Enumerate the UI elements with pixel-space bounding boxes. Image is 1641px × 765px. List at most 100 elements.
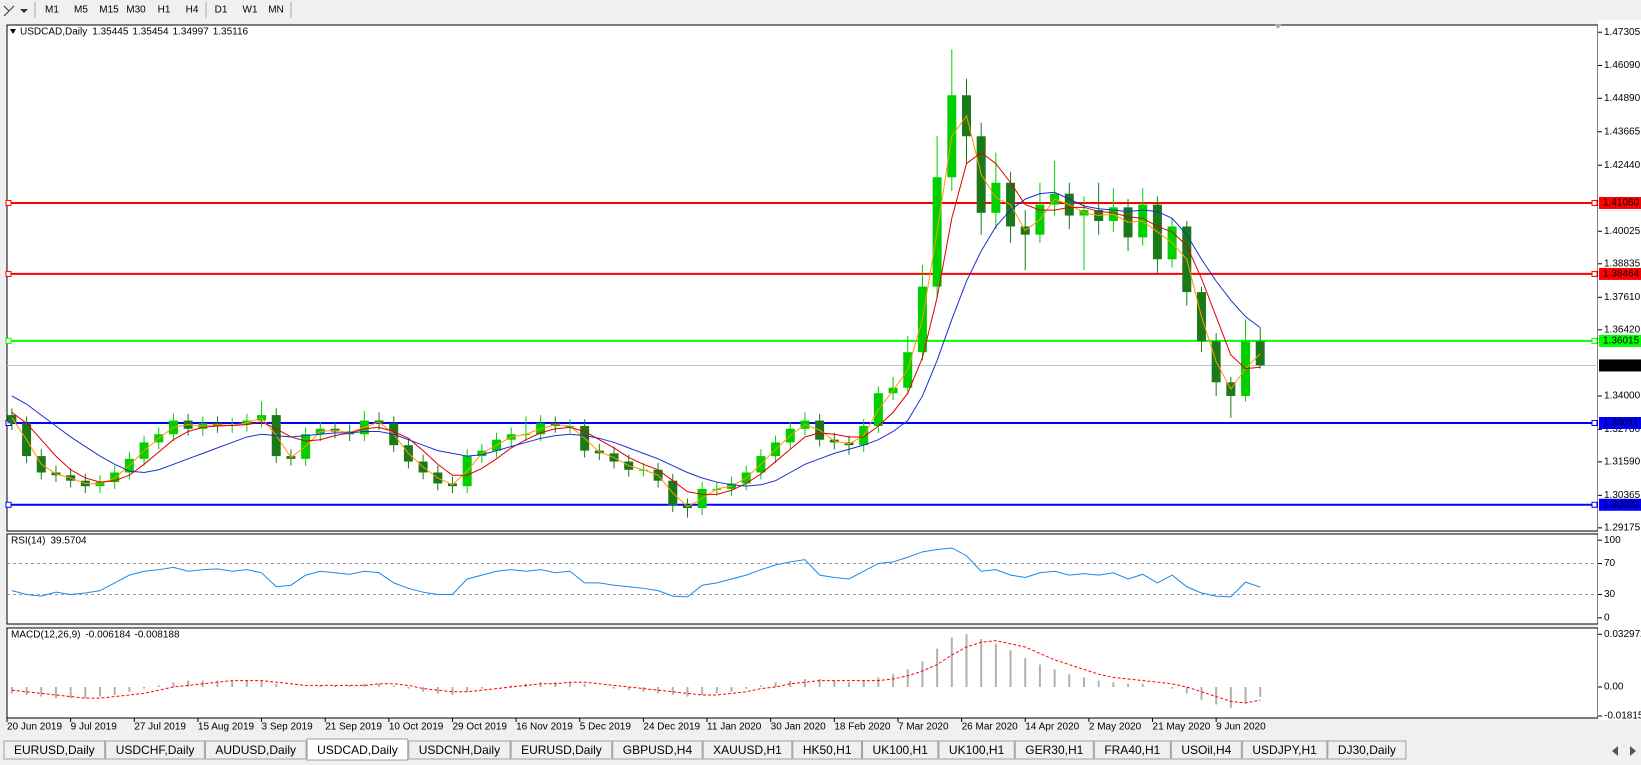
level-handle[interactable] <box>1591 501 1598 508</box>
timeframe-button[interactable]: M1 <box>45 5 59 16</box>
chart-tab[interactable]: EURUSD,Daily <box>510 740 613 760</box>
tab-scroll-left[interactable] <box>1612 746 1618 756</box>
tab-label[interactable]: USDJPY,H1 <box>1252 743 1317 757</box>
timeframe-button[interactable]: M30 <box>126 5 146 16</box>
timeframe-button[interactable]: M5 <box>74 5 88 16</box>
level-handle[interactable] <box>1591 199 1598 206</box>
main-panel <box>6 24 1599 532</box>
chart-tab[interactable]: DJ30,Daily <box>1327 740 1407 760</box>
x-tick-label: 9 Jul 2019 <box>71 722 118 733</box>
tab-bg[interactable] <box>702 740 793 760</box>
chart-tab[interactable]: USDCNH,Daily <box>408 740 511 760</box>
header-value: -0.006184 <box>85 630 130 641</box>
tab-label[interactable]: FRA40,H1 <box>1104 743 1160 757</box>
timeframe-button[interactable]: H4 <box>186 5 199 16</box>
y-tick-label: 1.46090 <box>1604 60 1641 71</box>
level-handle[interactable] <box>5 199 12 206</box>
chart-shift-marker[interactable] <box>1274 24 1282 29</box>
tab-bg[interactable] <box>408 740 511 760</box>
level-price-label: 1.38464 <box>1603 269 1640 280</box>
y-tick-label: 1.38835 <box>1604 258 1641 269</box>
tab-bg[interactable] <box>862 740 939 760</box>
tab-label[interactable]: EURUSD,Daily <box>521 743 602 757</box>
chart-tab[interactable]: UK100,H1 <box>938 740 1015 760</box>
tool-dropdown[interactable] <box>20 9 28 13</box>
tab-bg[interactable] <box>792 740 863 760</box>
chart-tab[interactable]: USDJPY,H1 <box>1241 740 1328 760</box>
tab-scroll-right[interactable] <box>1630 746 1636 756</box>
chart-tab[interactable]: XAUUSD,H1 <box>702 740 793 760</box>
y-tick-label: 1.36420 <box>1604 324 1641 335</box>
level-handle[interactable] <box>1591 337 1598 344</box>
level-handle[interactable] <box>5 501 12 508</box>
toolbar-bg <box>0 0 1641 20</box>
tab-bg[interactable] <box>1170 740 1242 760</box>
level-price-box <box>1599 334 1641 347</box>
tab-bg[interactable] <box>3 740 106 760</box>
chart-tab[interactable]: UK100,H1 <box>862 740 939 760</box>
tab-label[interactable]: EURUSD,Daily <box>14 743 95 757</box>
timeframe-button[interactable]: D1 <box>215 5 228 16</box>
chart-tab[interactable]: HK50,H1 <box>792 740 863 760</box>
tab-bg[interactable] <box>306 738 409 761</box>
y-tick-label: 70 <box>1604 558 1616 569</box>
y-tick-label: 0.00 <box>1604 682 1624 693</box>
tab-bg[interactable] <box>1327 740 1407 760</box>
timeframe-button[interactable]: M15 <box>99 5 119 16</box>
y-tick-label: 1.40025 <box>1604 226 1641 237</box>
tab-bg[interactable] <box>1014 740 1094 760</box>
rsi-panel <box>6 533 1599 625</box>
chart-tab[interactable]: AUDUSD,Daily <box>204 740 307 760</box>
tab-label[interactable]: AUDUSD,Daily <box>215 743 296 757</box>
tab-label[interactable]: DJ30,Daily <box>1338 743 1396 757</box>
header-value: 1.34997 <box>173 27 210 38</box>
chart-tab[interactable]: EURUSD,Daily <box>3 740 106 760</box>
tab-label[interactable]: GBPUSD,H4 <box>623 743 693 757</box>
tab-bg[interactable] <box>612 740 703 760</box>
level-handle[interactable] <box>5 337 12 344</box>
tab-label[interactable]: UK100,H1 <box>949 743 1005 757</box>
level-price-label: 1.33011 <box>1603 418 1639 429</box>
tab-bg[interactable] <box>1241 740 1328 760</box>
tab-label[interactable]: USOil,H4 <box>1181 743 1231 757</box>
indicator-title: USDCAD,Daily <box>20 27 87 38</box>
x-tick-label: 29 Oct 2019 <box>452 722 507 733</box>
chart-tab[interactable]: USDCAD,Daily <box>306 738 409 761</box>
macd-signal <box>11 640 1261 704</box>
tab-label[interactable]: USDCHF,Daily <box>116 743 195 757</box>
x-tick-label: 18 Feb 2020 <box>834 722 891 733</box>
y-tick-label: 1.30365 <box>1604 490 1641 501</box>
tab-label[interactable]: UK100,H1 <box>873 743 929 757</box>
tab-label[interactable]: XAUUSD,H1 <box>713 743 782 757</box>
moving-average <box>11 114 1261 508</box>
y-tick-label: 1.44890 <box>1604 93 1641 104</box>
timeframe-button[interactable]: H1 <box>158 5 171 16</box>
level-handle[interactable] <box>5 270 12 277</box>
collapse-triangle[interactable] <box>10 29 16 34</box>
header-value: 1.35454 <box>132 27 169 38</box>
tab-bg[interactable] <box>938 740 1015 760</box>
chart-tab[interactable]: GBPUSD,H4 <box>612 740 703 760</box>
level-handle[interactable] <box>1591 419 1598 426</box>
tool-icon[interactable] <box>3 5 15 17</box>
level-handle[interactable] <box>1591 270 1598 277</box>
y-tick-label: 1.34000 <box>1604 391 1641 402</box>
tab-bg[interactable] <box>204 740 307 760</box>
tab-bg[interactable] <box>1093 740 1171 760</box>
chart-tab[interactable]: GER30,H1 <box>1014 740 1094 760</box>
chart-tab[interactable]: FRA40,H1 <box>1093 740 1171 760</box>
candle-body <box>110 472 120 483</box>
tab-label[interactable]: USDCNH,Daily <box>419 743 500 757</box>
tab-bg[interactable] <box>510 740 613 760</box>
tab-label[interactable]: USDCAD,Daily <box>317 743 398 757</box>
timeframe-button[interactable]: W1 <box>243 5 258 16</box>
x-tick-label: 9 Jun 2020 <box>1216 722 1266 733</box>
chart-tab[interactable]: USOil,H4 <box>1170 740 1242 760</box>
tab-label[interactable]: GER30,H1 <box>1025 743 1083 757</box>
y-tick-label: 0 <box>1604 612 1610 623</box>
tab-label[interactable]: HK50,H1 <box>803 743 852 757</box>
chart-tab[interactable]: USDCHF,Daily <box>105 740 205 760</box>
tab-bg[interactable] <box>105 740 205 760</box>
timeframe-button[interactable]: MN <box>268 5 284 16</box>
